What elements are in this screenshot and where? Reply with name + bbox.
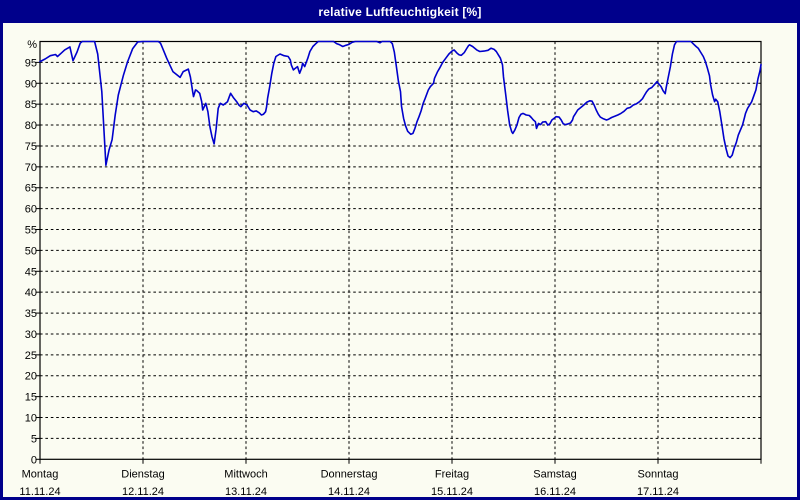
chart-title: relative Luftfeuchtigkeit [%] (318, 4, 482, 19)
date-label-0: 11.11.24 (19, 486, 60, 498)
y-tick-label-95: 95 (25, 57, 37, 69)
y-tick-label-0: 0 (31, 454, 37, 466)
day-label-3: Donnerstag (321, 469, 378, 481)
day-label-6: Sonntag (638, 469, 679, 481)
y-tick-label-10: 10 (25, 413, 37, 425)
y-tick-label-85: 85 (25, 99, 37, 111)
y-tick-label-60: 60 (25, 204, 37, 216)
y-tick-label-80: 80 (25, 120, 37, 132)
day-label-4: Freitag (435, 469, 469, 481)
y-tick-label-25: 25 (25, 350, 37, 362)
y-axis-unit-label: % (27, 39, 37, 51)
y-tick-label-50: 50 (25, 245, 37, 257)
y-tick-label-55: 55 (25, 225, 37, 237)
y-tick-label-15: 15 (25, 392, 37, 404)
y-tick-label-90: 90 (25, 78, 37, 90)
title-bar: relative Luftfeuchtigkeit [%] (3, 3, 797, 23)
date-label-1: 12.11.24 (122, 486, 164, 498)
y-tick-label-70: 70 (25, 162, 37, 174)
y-tick-label-40: 40 (25, 287, 37, 299)
date-label-6: 17.11.24 (637, 486, 679, 498)
day-label-5: Samstag (533, 469, 576, 481)
date-label-5: 16.11.24 (534, 486, 576, 498)
day-label-1: Dienstag (121, 469, 164, 481)
date-label-4: 15.11.24 (431, 486, 473, 498)
plot-border (39, 40, 762, 460)
date-label-2: 13.11.24 (225, 486, 267, 498)
chart-line (39, 40, 762, 166)
day-label-0: Montag (22, 469, 59, 481)
date-label-3: 14.11.24 (328, 486, 370, 498)
y-tick-label-35: 35 (25, 308, 37, 320)
y-tick-label-65: 65 (25, 183, 37, 195)
y-tick-label-30: 30 (25, 329, 37, 341)
day-label-2: Mittwoch (224, 469, 267, 481)
y-tick-label-45: 45 (25, 266, 37, 278)
y-tick-label-5: 5 (31, 433, 37, 445)
y-tick-label-75: 75 (25, 141, 37, 153)
y-tick-label-20: 20 (25, 371, 37, 383)
